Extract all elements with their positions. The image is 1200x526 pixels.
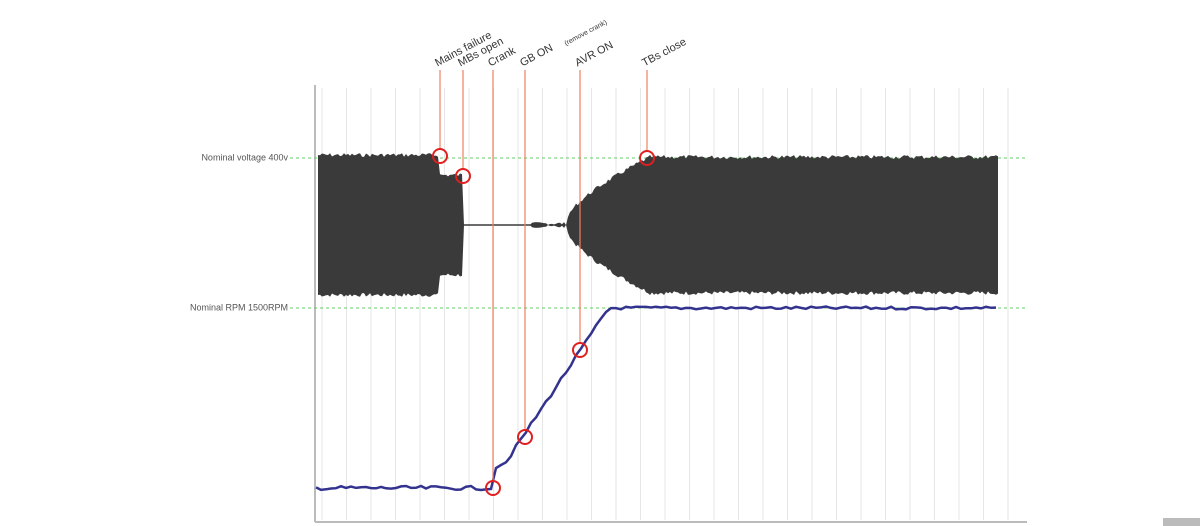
- event-marker: [455, 168, 471, 184]
- event-marker: [572, 342, 588, 358]
- scroll-handle: [1163, 518, 1200, 526]
- rpm-line: [315, 305, 997, 492]
- event-label: TBs close: [640, 36, 688, 69]
- reference-label: Nominal voltage 400v: [201, 152, 288, 162]
- event-marker: [485, 480, 501, 496]
- event-marker: [639, 150, 655, 166]
- voltage-waveform: [318, 153, 998, 297]
- event-marker: [517, 429, 533, 445]
- event-marker: [432, 148, 448, 164]
- event-label: AVR ON: [573, 39, 615, 69]
- grid: [321, 88, 1009, 520]
- reference-label: Nominal RPM 1500RPM: [190, 302, 288, 312]
- event-label: GB ON: [518, 42, 555, 69]
